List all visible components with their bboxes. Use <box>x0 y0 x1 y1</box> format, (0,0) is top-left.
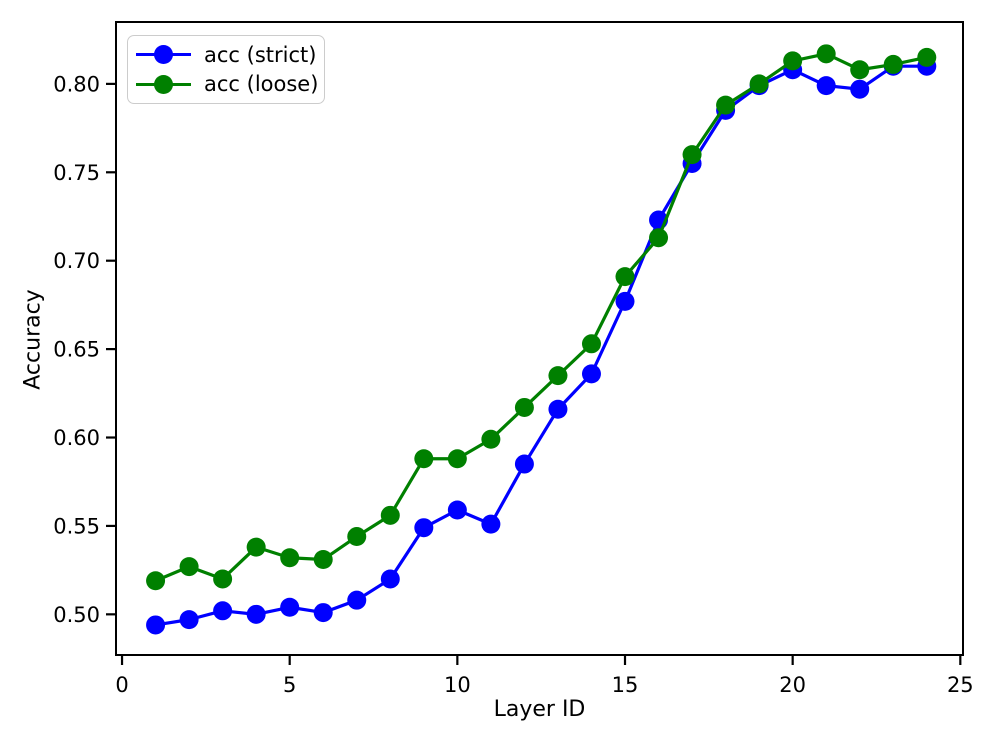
data-point-acc-strict <box>414 518 434 538</box>
series-line-acc-strict <box>153 64 929 627</box>
data-point-acc-loose <box>581 334 601 354</box>
data-point-acc-strict <box>514 454 534 474</box>
data-point-acc-strict <box>447 500 467 520</box>
data-point-acc-loose <box>716 95 736 115</box>
y-tick-label: 0.50 <box>53 603 100 627</box>
axes-frame <box>115 21 964 656</box>
legend-line-marker-icon <box>136 45 191 65</box>
data-point-acc-strict <box>615 291 635 311</box>
data-point-acc-strict <box>548 399 568 419</box>
data-point-acc-strict <box>581 364 601 384</box>
data-point-acc-loose <box>615 267 635 287</box>
legend-line-marker-icon <box>136 74 191 94</box>
x-axis-title: Layer ID <box>493 697 586 722</box>
data-point-acc-loose <box>649 228 669 248</box>
data-point-acc-loose <box>246 537 266 557</box>
y-tick-label: 0.65 <box>53 338 100 362</box>
data-point-acc-strict <box>816 76 836 96</box>
data-point-acc-loose <box>749 74 769 94</box>
data-point-acc-loose <box>548 366 568 386</box>
data-point-acc-loose <box>917 47 937 67</box>
data-point-acc-strict <box>179 610 199 630</box>
data-point-acc-strict <box>213 601 233 621</box>
x-tick-label: 15 <box>612 673 639 697</box>
series-line-acc-loose <box>153 52 929 583</box>
data-point-acc-strict <box>146 615 166 635</box>
x-tick-label: 20 <box>779 673 806 697</box>
data-point-acc-strict <box>481 514 501 534</box>
y-axis-title: Accuracy <box>20 289 46 390</box>
y-tick-label: 0.75 <box>53 161 100 185</box>
data-point-acc-loose <box>280 548 300 568</box>
data-point-acc-loose <box>816 44 836 64</box>
y-tick-label: 0.70 <box>53 249 100 273</box>
data-point-acc-strict <box>347 590 367 610</box>
data-point-acc-loose <box>883 54 903 74</box>
data-point-acc-loose <box>514 397 534 417</box>
y-tick-label: 0.80 <box>53 72 100 96</box>
data-point-acc-loose <box>347 527 367 547</box>
data-point-acc-loose <box>481 429 501 449</box>
legend: acc (strict) acc (loose) <box>127 35 325 104</box>
data-point-acc-strict <box>313 603 333 623</box>
data-point-acc-loose <box>414 449 434 469</box>
data-point-acc-loose <box>146 571 166 591</box>
legend-label: acc (strict) <box>204 42 317 67</box>
x-tick-label: 25 <box>947 673 974 697</box>
data-point-acc-loose <box>213 569 233 589</box>
legend-item-acc-strict: acc (strict) <box>136 40 317 70</box>
x-tick-label: 5 <box>283 673 296 697</box>
data-point-acc-strict <box>850 79 870 99</box>
x-tick-label: 0 <box>115 673 128 697</box>
data-point-acc-strict <box>380 569 400 589</box>
data-point-acc-loose <box>313 550 333 570</box>
data-point-acc-strict <box>246 604 266 624</box>
legend-label: acc (loose) <box>204 72 319 97</box>
data-point-acc-loose <box>380 505 400 525</box>
data-point-acc-loose <box>783 51 803 71</box>
data-point-acc-loose <box>179 557 199 577</box>
data-point-acc-loose <box>850 60 870 80</box>
y-tick-label: 0.55 <box>53 514 100 538</box>
legend-item-acc-loose: acc (loose) <box>136 70 318 100</box>
data-point-acc-loose <box>447 449 467 469</box>
data-point-acc-loose <box>682 145 702 165</box>
y-tick-label: 0.60 <box>53 426 100 450</box>
x-tick-label: 10 <box>444 673 471 697</box>
data-point-acc-strict <box>280 597 300 617</box>
